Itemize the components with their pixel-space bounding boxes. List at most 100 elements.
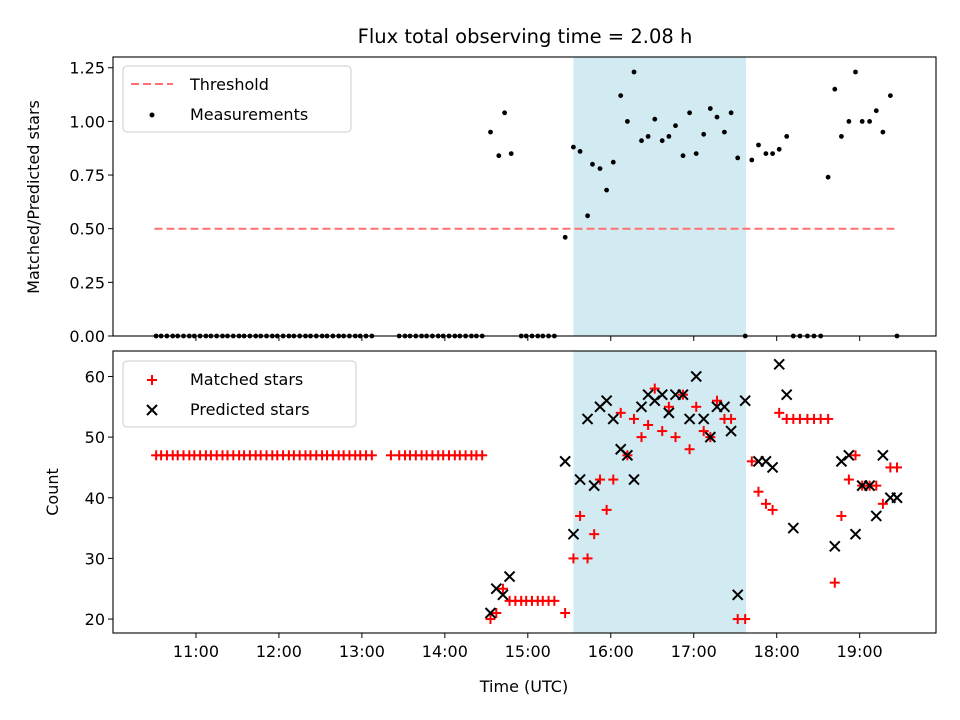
matched-star-point xyxy=(560,607,571,618)
measurement-point xyxy=(770,151,775,157)
predicted-star-point xyxy=(766,461,779,474)
measurement-point xyxy=(784,134,790,139)
measurement-point xyxy=(645,134,651,139)
matched-star-point xyxy=(477,450,488,461)
predicted-star-point xyxy=(704,431,717,443)
predicted-star-point xyxy=(870,510,882,522)
measurement-point xyxy=(618,93,624,98)
top-y-tick-label: 0.00 xyxy=(69,327,105,346)
top-y-tick-label: 1.00 xyxy=(69,112,105,131)
measurement-point xyxy=(839,134,844,139)
top-y-axis-label: Matched/Predicted stars xyxy=(24,100,43,294)
x-tick-label: 11:00 xyxy=(173,642,219,661)
matched-star-point xyxy=(589,529,600,540)
predicted-star-point xyxy=(600,395,613,407)
measurement-point xyxy=(502,110,507,116)
matched-stars-points xyxy=(151,383,903,625)
predicted-star-point xyxy=(497,589,509,601)
predicted-star-point xyxy=(484,607,497,619)
matched-star-point xyxy=(829,577,840,588)
predicted-star-point xyxy=(581,413,594,425)
top-y-tick-label: 1.25 xyxy=(69,59,105,78)
matched-star-point xyxy=(594,474,605,485)
matched-star-point xyxy=(684,444,695,455)
bottom-y-tick-label: 20 xyxy=(85,610,105,629)
bottom-legend: Matched stars Predicted stars xyxy=(122,360,357,428)
matched-star-point xyxy=(774,407,785,418)
measurement-point xyxy=(585,213,590,219)
matched-star-point xyxy=(691,401,702,412)
matched-star-point xyxy=(850,450,861,461)
predicted-star-point xyxy=(718,401,731,413)
measurement-point xyxy=(666,134,672,139)
predicted-star-point xyxy=(787,522,800,534)
top-legend: Threshold Measurements xyxy=(122,65,352,133)
predicted-star-point xyxy=(503,570,516,583)
matched-star-point xyxy=(726,413,737,424)
predicted-star-point xyxy=(773,358,785,371)
measurement-point xyxy=(825,174,831,180)
matched-star-point xyxy=(575,510,586,521)
measurement-point xyxy=(639,138,644,144)
predicted-star-point xyxy=(725,425,737,437)
predicted-star-point xyxy=(656,388,668,401)
top-x-ticks xyxy=(195,336,861,341)
measurement-point xyxy=(590,161,595,167)
matched-star-point xyxy=(615,407,626,418)
x-tick-label: 17:00 xyxy=(671,642,717,661)
measurement-point xyxy=(652,116,658,122)
predicted-star-point xyxy=(732,589,744,601)
measurement-point xyxy=(867,119,872,124)
legend-measurement-swatch xyxy=(149,112,155,118)
bottom-x-ticks: 11:00 12:00 13:00 14:00 15:00 16:00 17:00 18:00… xyxy=(173,633,883,661)
predicted-star-point xyxy=(739,395,751,407)
top-y-tick-label: 0.75 xyxy=(69,166,105,185)
measurement-point xyxy=(673,123,678,129)
x-tick-label: 18:00 xyxy=(754,642,800,661)
predicted-star-point xyxy=(588,479,600,492)
bottom-y-tick-label: 40 xyxy=(85,489,105,508)
predicted-star-point xyxy=(849,528,862,540)
measurement-point xyxy=(880,129,886,135)
measurement-point xyxy=(488,129,493,135)
predicted-star-point xyxy=(574,473,586,486)
measurement-point xyxy=(707,106,713,111)
measurement-point xyxy=(873,108,879,114)
x-tick-label: 13:00 xyxy=(339,642,385,661)
predicted-star-point xyxy=(877,449,889,462)
measurement-point xyxy=(496,153,502,159)
matched-star-point xyxy=(892,462,903,473)
matched-star-point xyxy=(568,553,579,564)
measurement-point xyxy=(610,159,616,165)
measurement-point xyxy=(693,151,699,157)
measurement-point xyxy=(749,157,755,163)
matched-star-point xyxy=(657,426,668,437)
measurement-point xyxy=(735,155,741,161)
predicted-star-point xyxy=(628,473,640,486)
measurement-point xyxy=(756,142,761,148)
x-tick-label: 12:00 xyxy=(256,642,302,661)
matched-star-point xyxy=(608,474,619,485)
measurement-point xyxy=(659,138,665,144)
matched-star-point xyxy=(746,456,757,467)
predicted-star-point xyxy=(829,540,841,552)
matched-star-point xyxy=(485,614,496,625)
predicted-star-point xyxy=(843,449,855,462)
predicted-star-point xyxy=(891,492,903,504)
chart-title: Flux total observing time = 2.08 h xyxy=(358,25,693,48)
top-plot-frame xyxy=(112,56,937,337)
top-panel: 0.00 0.25 0.50 0.75 1.00 1.25 Matched/Predict… xyxy=(24,56,937,346)
matched-star-point xyxy=(877,498,888,509)
top-span xyxy=(573,57,747,336)
predicted-stars-points xyxy=(484,358,903,619)
measurement-point xyxy=(714,114,720,120)
x-tick-label: 19:00 xyxy=(837,642,883,661)
matched-star-point xyxy=(843,474,854,485)
bottom-y-tick-label: 50 xyxy=(85,428,105,447)
legend-matched-label: Matched stars xyxy=(190,370,303,389)
measurement-point xyxy=(888,93,893,98)
predicted-star-point xyxy=(780,388,793,401)
predicted-star-point xyxy=(677,388,689,401)
matched-star-point xyxy=(629,413,640,424)
bottom-y-axis-label: Count xyxy=(43,468,62,516)
